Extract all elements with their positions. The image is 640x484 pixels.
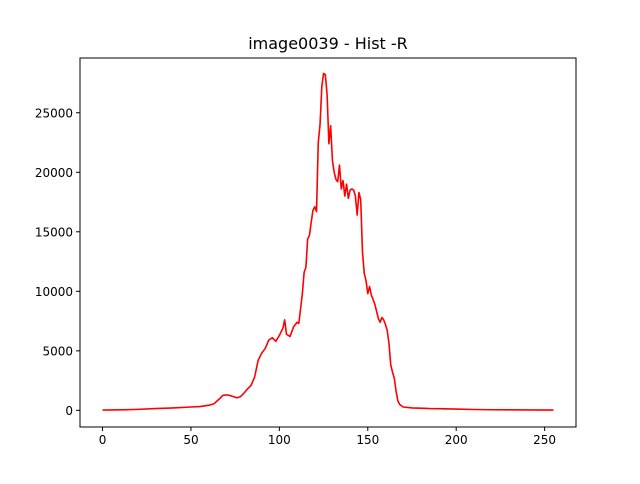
x-tick-label: 200 [445,433,468,447]
x-tick-label: 100 [268,433,291,447]
y-tick-label: 15000 [35,225,73,239]
y-tick-label: 0 [65,404,73,418]
y-tick-label: 5000 [42,344,73,358]
chart-title: image0039 - Hist -R [248,34,408,53]
x-tick-label: 0 [99,433,107,447]
x-tick-label: 250 [533,433,556,447]
x-tick-label: 50 [183,433,198,447]
x-tick-label: 150 [356,433,379,447]
series-lines [102,72,554,411]
y-tick-label: 20000 [35,166,73,180]
plot-frame [79,57,577,428]
series-line-0 [102,72,554,411]
axis-ticks: 0 50 100 150 200 250 0 5000 10000 15000 20000 25000 [35,106,556,447]
y-tick-label: 25000 [35,106,73,120]
y-tick-label: 10000 [35,285,73,299]
